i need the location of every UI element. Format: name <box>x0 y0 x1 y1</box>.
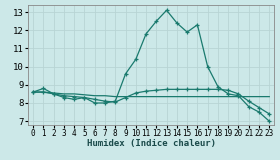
X-axis label: Humidex (Indice chaleur): Humidex (Indice chaleur) <box>87 139 216 148</box>
